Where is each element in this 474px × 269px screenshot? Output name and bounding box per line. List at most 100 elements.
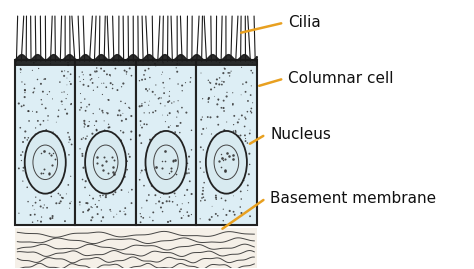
Point	[56, 193, 64, 197]
Point	[151, 132, 159, 137]
Point	[137, 171, 145, 175]
Point	[153, 142, 161, 147]
Point	[100, 155, 108, 159]
Point	[146, 165, 153, 170]
Point	[102, 159, 109, 163]
Point	[173, 134, 181, 138]
Point	[121, 212, 129, 217]
Point	[244, 62, 252, 66]
Point	[176, 207, 184, 211]
Point	[59, 196, 66, 200]
Point	[85, 144, 92, 148]
Point	[169, 158, 176, 162]
Point	[137, 211, 144, 216]
Point	[45, 182, 52, 186]
Point	[76, 79, 84, 84]
Point	[160, 192, 167, 196]
Point	[247, 106, 255, 111]
Point	[214, 115, 221, 119]
Point	[77, 91, 84, 96]
Point	[44, 181, 52, 185]
Point	[84, 201, 91, 205]
Point	[47, 192, 55, 196]
Point	[89, 215, 96, 220]
Point	[206, 218, 213, 222]
Point	[203, 153, 211, 157]
Point	[177, 207, 185, 211]
Point	[97, 147, 104, 151]
Bar	[15, 60, 75, 225]
Point	[35, 187, 42, 191]
Point	[125, 105, 133, 110]
Point	[93, 205, 101, 209]
Point	[233, 150, 241, 154]
Point	[15, 101, 23, 106]
Point	[39, 134, 47, 138]
Point	[173, 203, 181, 207]
Point	[34, 219, 42, 223]
Point	[55, 180, 63, 184]
Point	[237, 211, 245, 215]
Point	[128, 114, 135, 118]
Point	[82, 179, 90, 183]
Point	[63, 76, 71, 80]
Point	[85, 124, 92, 128]
Point	[93, 128, 100, 132]
Point	[18, 80, 26, 84]
Point	[188, 128, 195, 132]
Point	[197, 166, 204, 170]
Point	[246, 214, 254, 218]
Point	[88, 77, 95, 81]
Point	[223, 151, 230, 155]
Point	[19, 140, 27, 144]
Point	[158, 72, 165, 77]
Point	[17, 153, 25, 157]
Point	[54, 158, 62, 162]
Point	[93, 161, 101, 165]
Point	[140, 111, 148, 115]
Point	[123, 70, 130, 74]
Point	[17, 70, 25, 75]
Point	[106, 208, 114, 212]
Point	[175, 166, 182, 170]
Point	[29, 109, 36, 114]
Point	[66, 206, 73, 210]
Point	[173, 140, 180, 145]
Point	[234, 120, 242, 125]
Point	[15, 211, 23, 215]
Point	[218, 196, 225, 200]
Point	[159, 81, 167, 85]
Ellipse shape	[206, 131, 247, 194]
Point	[145, 66, 153, 71]
Point	[86, 140, 94, 145]
Point	[84, 124, 92, 128]
Point	[87, 218, 95, 222]
Point	[93, 188, 101, 192]
Point	[46, 172, 53, 176]
Point	[230, 122, 237, 127]
Point	[18, 104, 26, 108]
Point	[127, 137, 135, 141]
Point	[173, 151, 181, 156]
Point	[119, 81, 127, 86]
Point	[54, 178, 61, 183]
Point	[116, 209, 124, 213]
Point	[155, 133, 163, 137]
Point	[237, 205, 244, 209]
Point	[44, 118, 52, 122]
Point	[223, 94, 230, 99]
Point	[137, 119, 145, 123]
Point	[168, 157, 175, 161]
Point	[43, 180, 50, 185]
Point	[215, 159, 222, 163]
Point	[214, 183, 221, 187]
Point	[56, 201, 64, 205]
Point	[18, 158, 25, 163]
Point	[97, 196, 105, 200]
Point	[158, 171, 166, 176]
Point	[237, 153, 245, 157]
Point	[149, 218, 157, 223]
Point	[164, 113, 172, 117]
Point	[30, 146, 37, 151]
Point	[117, 138, 125, 143]
